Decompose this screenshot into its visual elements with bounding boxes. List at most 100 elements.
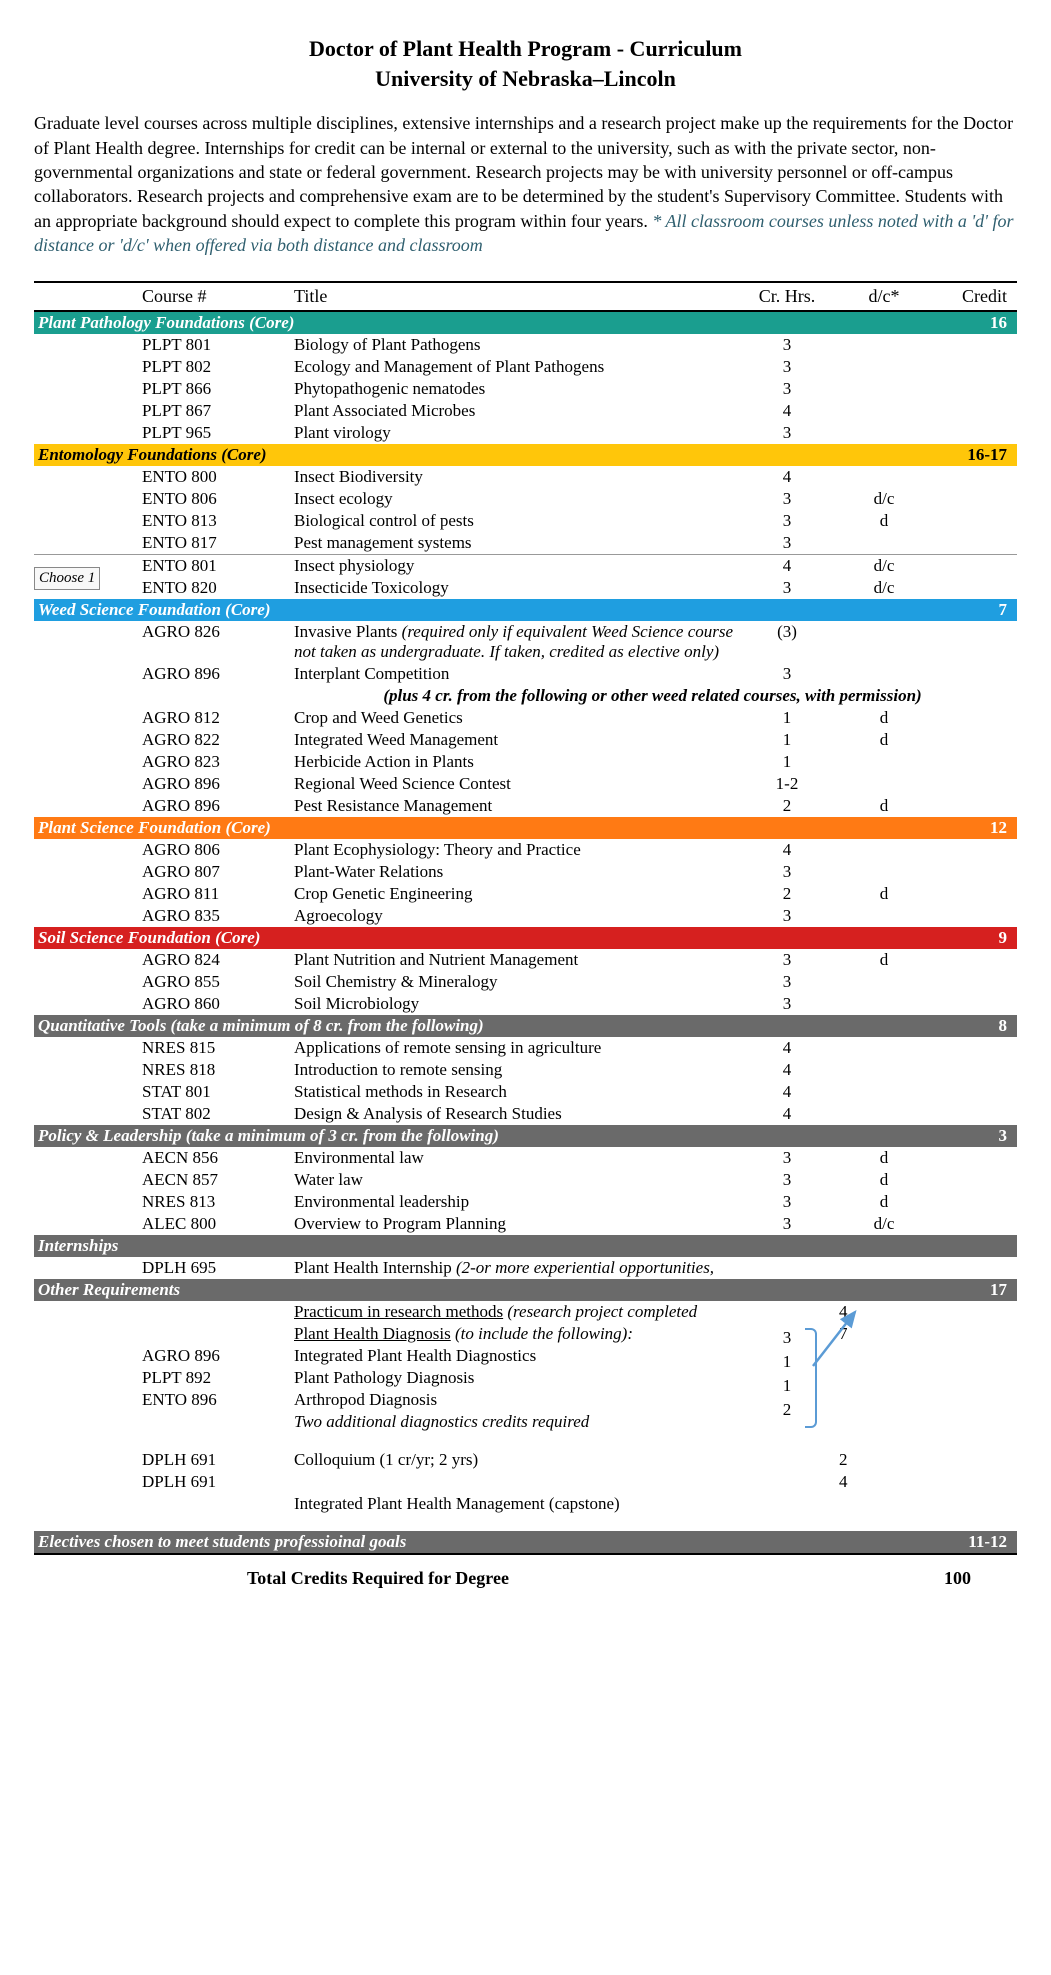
title-line-1: Doctor of Plant Health Program - Curricu…	[309, 36, 742, 61]
course-title: Interplant Competition	[288, 663, 741, 685]
plantpath-rows: PLPT 801Biology of Plant Pathogens3PLPT …	[34, 334, 1017, 444]
ento-rows-a: ENTO 800Insect Biodiversity4ENTO 806Inse…	[34, 466, 1017, 555]
course-crhrs: 3	[741, 1169, 833, 1191]
course-number: ENTO 800	[136, 466, 288, 488]
course-crhrs: 3	[741, 510, 833, 532]
subheading-text: (plus 4 cr. from the following or other …	[288, 685, 1017, 707]
table-row: AGRO 826 Invasive Plants (required only …	[34, 621, 1017, 663]
header-dc: d/c*	[833, 282, 935, 311]
header-title: Title	[288, 282, 741, 311]
section-credit: 17	[935, 1279, 1017, 1301]
course-title: Environmental law	[288, 1147, 741, 1169]
course-number: PLPT 866	[136, 378, 288, 400]
table-row: AGRO 860Soil Microbiology3	[34, 993, 1017, 1015]
course-title: Plant virology	[288, 422, 741, 444]
section-label: Policy & Leadership (take a minimum of 3…	[34, 1125, 935, 1147]
table-row: AGRO 811Crop Genetic Engineering2d	[34, 883, 1017, 905]
course-crhrs: 3	[741, 356, 833, 378]
course-title: Insect Biodiversity	[288, 466, 741, 488]
course-number: STAT 801	[136, 1081, 288, 1103]
table-row: ENTO 806Insect ecology3d/c	[34, 488, 1017, 510]
course-dc: d/c	[833, 1213, 935, 1235]
section-label: Plant Pathology Foundations (Core)	[34, 311, 935, 334]
arrow-icon	[807, 1306, 867, 1376]
section-entomology: Entomology Foundations (Core) 16-17	[34, 444, 1017, 466]
table-row: DPLH 695 Plant Health Internship (2-or m…	[34, 1257, 1017, 1279]
course-title: Plant Health Internship (2-or more exper…	[288, 1257, 1017, 1279]
course-crhrs: 3	[741, 949, 833, 971]
table-row: NRES 815Applications of remote sensing i…	[34, 1037, 1017, 1059]
course-dc: d/c	[833, 577, 935, 599]
course-dc: d	[833, 729, 935, 751]
table-row: PLPT 801Biology of Plant Pathogens3	[34, 334, 1017, 356]
course-number: AGRO 896	[136, 795, 288, 817]
course-number: AGRO 807	[136, 861, 288, 883]
course-crhrs: 4	[741, 466, 833, 488]
section-label: Other Requirements	[34, 1279, 935, 1301]
section-label: Quantitative Tools (take a minimum of 8 …	[34, 1015, 935, 1037]
course-dc	[833, 1059, 935, 1081]
course-dc	[833, 993, 935, 1015]
course-number: NRES 818	[136, 1059, 288, 1081]
total-row: Total Credits Required for Degree 100	[34, 1565, 1017, 1592]
course-title: Integrated Weed Management	[288, 729, 741, 751]
table-row: AGRO 855Soil Chemistry & Mineralogy3	[34, 971, 1017, 993]
course-crhrs: 3	[741, 334, 833, 356]
course-crhrs: 3	[741, 971, 833, 993]
table-row: Practicum in research methods (research …	[34, 1301, 1017, 1323]
course-title: Soil Chemistry & Mineralogy	[288, 971, 741, 993]
course-number: NRES 815	[136, 1037, 288, 1059]
course-crhrs: 3	[741, 577, 833, 599]
course-crhrs: 4	[741, 839, 833, 861]
course-title: Ecology and Management of Plant Pathogen…	[288, 356, 741, 378]
course-title: Agroecology	[288, 905, 741, 927]
table-row: AGRO 812Crop and Weed Genetics1d	[34, 707, 1017, 729]
table-row: ENTO 896Arthropod Diagnosis	[34, 1389, 1017, 1411]
course-crhrs: 3	[741, 1213, 833, 1235]
course-title: Soil Microbiology	[288, 993, 741, 1015]
section-electives: Electives chosen to meet students profes…	[34, 1531, 1017, 1554]
course-title: Biology of Plant Pathogens	[288, 334, 741, 356]
table-row: PLPT 867Plant Associated Microbes4	[34, 400, 1017, 422]
spacer-row	[34, 1515, 1017, 1531]
course-title: Insecticide Toxicology	[288, 577, 741, 599]
course-crhrs: 3	[741, 422, 833, 444]
course-title: Insect physiology	[288, 555, 741, 578]
section-quant-tools: Quantitative Tools (take a minimum of 8 …	[34, 1015, 1017, 1037]
table-row: STAT 802Design & Analysis of Research St…	[34, 1103, 1017, 1125]
course-crhrs: 4	[741, 1037, 833, 1059]
course-title: Crop Genetic Engineering	[288, 883, 741, 905]
course-dc	[833, 861, 935, 883]
course-dc: d	[833, 883, 935, 905]
course-crhrs: 4	[741, 1081, 833, 1103]
table-row: AGRO 896Integrated Plant Health Diagnost…	[34, 1345, 1017, 1367]
section-credit: 12	[935, 817, 1017, 839]
course-number: AGRO 823	[136, 751, 288, 773]
table-row: AGRO 807Plant-Water Relations3	[34, 861, 1017, 883]
section-credit: 11-12	[935, 1531, 1017, 1554]
practicum-title: Practicum in research methods (research …	[288, 1301, 741, 1323]
table-row: PLPT 866Phytopathogenic nematodes3	[34, 378, 1017, 400]
header-credit: Credit	[935, 282, 1017, 311]
weed-rows: AGRO 812Crop and Weed Genetics1dAGRO 822…	[34, 707, 1017, 817]
page-title: Doctor of Plant Health Program - Curricu…	[34, 34, 1017, 93]
weed-subheading: (plus 4 cr. from the following or other …	[34, 685, 1017, 707]
course-number: AECN 856	[136, 1147, 288, 1169]
course-number: PLPT 802	[136, 356, 288, 378]
course-title: Plant-Water Relations	[288, 861, 741, 883]
course-crhrs: 3	[741, 488, 833, 510]
course-title: Water law	[288, 1169, 741, 1191]
section-credit: 8	[935, 1015, 1017, 1037]
course-dc	[833, 751, 935, 773]
table-row: PLPT 892Plant Pathology Diagnosis	[34, 1367, 1017, 1389]
table-row: AGRO 823Herbicide Action in Plants1	[34, 751, 1017, 773]
course-dc	[833, 466, 935, 488]
table-row: AGRO 835Agroecology3	[34, 905, 1017, 927]
table-row: ENTO 813Biological control of pests3d	[34, 510, 1017, 532]
table-row: ENTO 801 Insect physiology 4 d/c	[34, 555, 1017, 578]
total-value: 100	[722, 1567, 1015, 1590]
quant-rows: NRES 815Applications of remote sensing i…	[34, 1037, 1017, 1125]
course-title: Plant Associated Microbes	[288, 400, 741, 422]
course-number: PLPT 801	[136, 334, 288, 356]
course-dc	[833, 773, 935, 795]
